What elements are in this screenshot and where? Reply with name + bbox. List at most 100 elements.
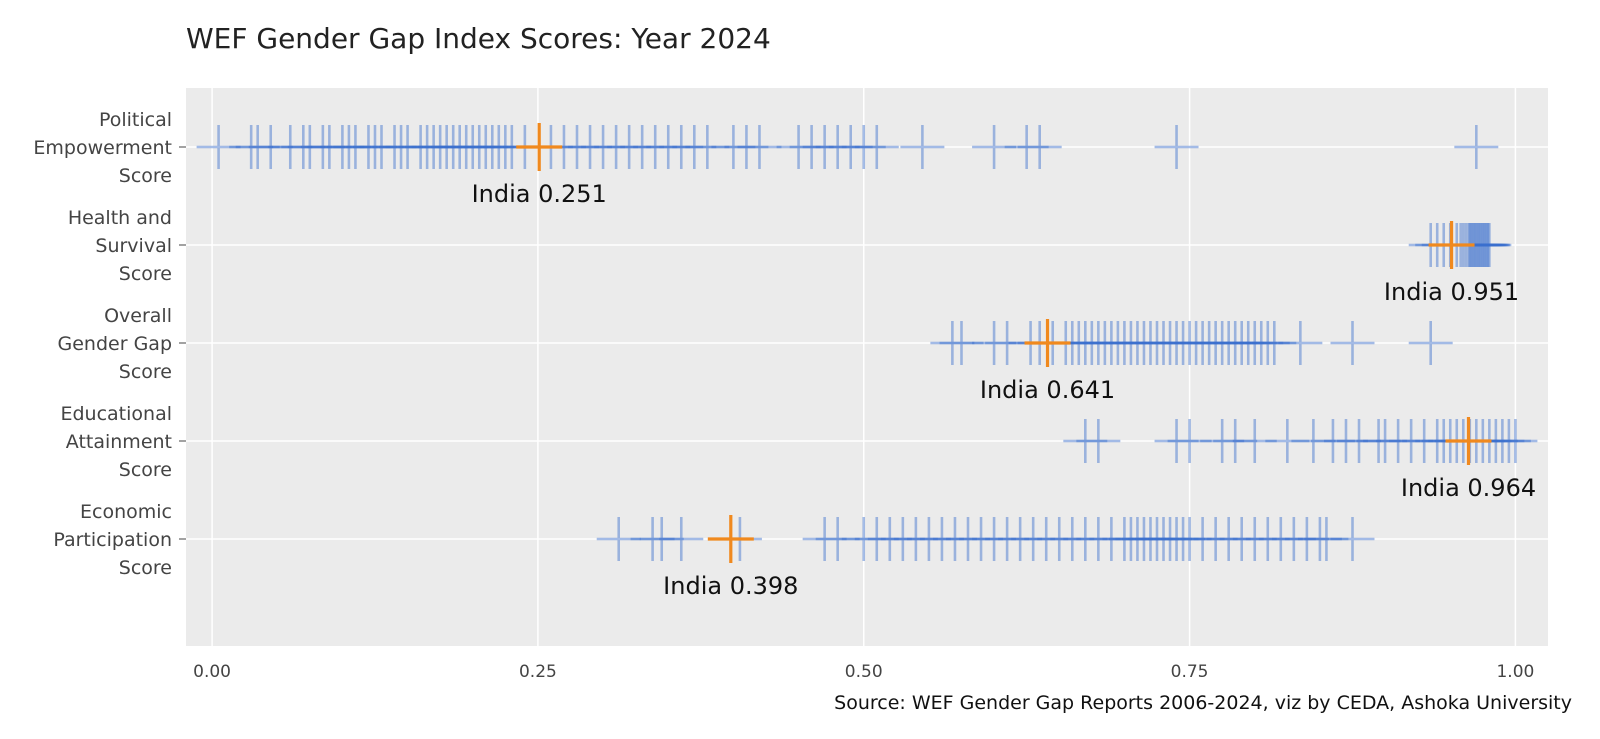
country-point [1167, 517, 1212, 561]
country-point [346, 125, 391, 169]
country-point [1363, 419, 1408, 463]
country-point [1148, 321, 1193, 365]
country-point [815, 125, 860, 169]
country-point [639, 517, 684, 561]
chart-title: WEF Gender Gap Index Scores: Year 2024 [186, 22, 771, 55]
country-point [1076, 321, 1121, 365]
country-point [959, 517, 1004, 561]
y-tick-label: Health and Survival Score [68, 207, 172, 285]
country-point [1108, 517, 1153, 561]
country-point [1017, 125, 1062, 169]
country-point [385, 125, 430, 169]
country-point [1454, 125, 1499, 169]
country-point [1467, 223, 1512, 267]
country-point [932, 517, 977, 561]
x-tick-label: 1.00 [1496, 662, 1534, 682]
country-point [1493, 419, 1538, 463]
country-point [1128, 321, 1173, 365]
y-tick-label-line: Health and [68, 207, 172, 229]
country-point [594, 125, 639, 169]
country-point [1258, 517, 1303, 561]
country-point [405, 125, 450, 169]
country-point [1232, 321, 1277, 365]
country-point [1245, 517, 1290, 561]
country-point [1161, 321, 1206, 365]
country-point [1134, 517, 1179, 561]
source-note: Source: WEF Gender Gap Reports 2006-2024… [834, 692, 1572, 714]
country-point [972, 517, 1017, 561]
x-gridlines [211, 88, 1517, 646]
country-point [1121, 517, 1166, 561]
india-data-label: India 0.641 [980, 376, 1115, 404]
country-point [724, 125, 769, 169]
country-point [1154, 321, 1199, 365]
country-point [235, 125, 280, 169]
india-data-label: India 0.398 [663, 572, 798, 600]
country-point [326, 125, 371, 169]
country-point [248, 125, 293, 169]
country-point [1271, 517, 1316, 561]
y-tick-label-line: Score [119, 263, 172, 285]
country-point [685, 125, 730, 169]
country-point [320, 125, 365, 169]
country-point [268, 125, 313, 169]
country-point [411, 125, 456, 169]
country-point [776, 125, 821, 169]
country-point [333, 125, 378, 169]
country-point [828, 125, 873, 169]
country-point [1037, 517, 1082, 561]
country-point [630, 517, 675, 561]
country-point [359, 125, 404, 169]
country-point [1004, 125, 1049, 169]
country-point [1402, 419, 1447, 463]
country-point [1200, 419, 1245, 463]
country-point [1050, 517, 1095, 561]
y-tick-label: Economic Participation Score [53, 501, 172, 579]
country-series [196, 125, 1499, 169]
country-point [802, 125, 847, 169]
country-point [444, 125, 489, 169]
highlight-layer: India 0.251 India 0.951 India 0.641 India 0… [472, 123, 1536, 600]
country-point [1284, 517, 1329, 561]
x-tick-labels: 0.00 0.25 0.50 0.75 1.00 [193, 662, 1534, 682]
y-tick-label-line: Economic [80, 501, 172, 523]
country-point [1102, 321, 1147, 365]
country-point [893, 517, 938, 561]
country-point [919, 517, 964, 561]
country-point [1310, 419, 1355, 463]
country-point [1063, 517, 1108, 561]
country-point [659, 125, 704, 169]
country-point [900, 125, 945, 169]
country-point [998, 517, 1043, 561]
y-tick-label-line: Attainment [66, 431, 172, 453]
country-point [946, 517, 991, 561]
country-point [463, 125, 508, 169]
country-point [1148, 517, 1193, 561]
y-tick-label-line: Political [99, 109, 172, 131]
y-tick-label-line: Participation [53, 529, 172, 551]
country-point [1024, 517, 1069, 561]
country-point [1154, 517, 1199, 561]
country-point [1180, 321, 1225, 365]
country-point [1356, 419, 1401, 463]
country-point [1089, 517, 1134, 561]
country-point [287, 125, 332, 169]
country-point [1076, 517, 1121, 561]
country-point [1095, 321, 1140, 365]
country-point [470, 125, 515, 169]
country-point [596, 517, 641, 561]
country-point [1232, 419, 1277, 463]
country-point [1226, 321, 1271, 365]
country-point [1389, 419, 1434, 463]
country-point [1219, 321, 1264, 365]
india-data-label: India 0.251 [472, 180, 607, 208]
india-data-label: India 0.964 [1401, 474, 1536, 502]
country-point [1213, 321, 1258, 365]
country-point [1219, 517, 1264, 561]
y-tick-label-line: Educational [60, 403, 172, 425]
country-point [1108, 321, 1153, 365]
country-point [1141, 517, 1186, 561]
country-point [1076, 419, 1121, 463]
country-point [379, 125, 424, 169]
